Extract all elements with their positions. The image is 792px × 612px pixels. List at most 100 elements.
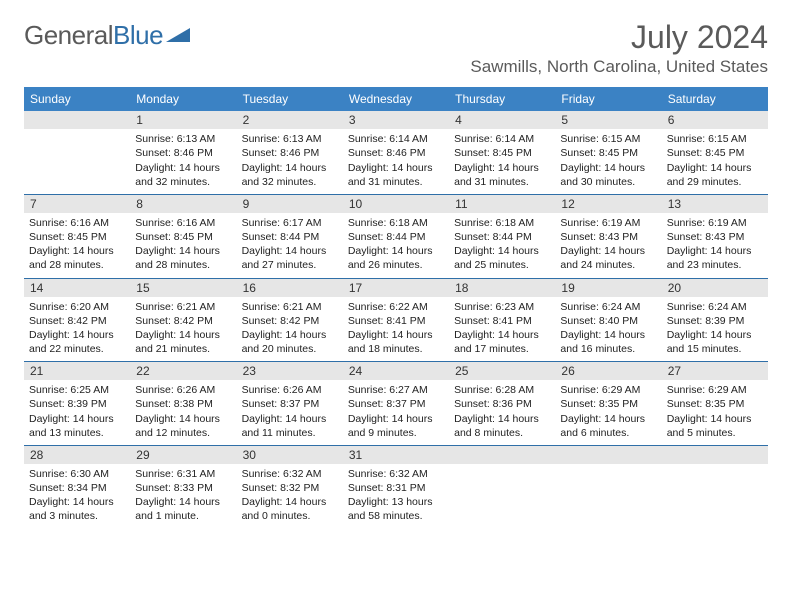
sun-info: Sunrise: 6:29 AMSunset: 8:35 PMDaylight:… [667,383,763,440]
sun-info-line: and 31 minutes. [454,175,550,189]
sun-info-line: Daylight: 14 hours [560,244,656,258]
calendar-cell: 19Sunrise: 6:24 AMSunset: 8:40 PMDayligh… [555,279,661,362]
calendar-cell: 4Sunrise: 6:14 AMSunset: 8:45 PMDaylight… [449,111,555,194]
day-number: 6 [662,111,768,129]
sun-info: Sunrise: 6:32 AMSunset: 8:32 PMDaylight:… [242,467,338,524]
sun-info-line: and 32 minutes. [135,175,231,189]
sun-info-line: Sunset: 8:42 PM [242,314,338,328]
sun-info-line: Sunset: 8:43 PM [560,230,656,244]
sun-info-line: Sunset: 8:46 PM [135,146,231,160]
sun-info-line: Sunrise: 6:14 AM [454,132,550,146]
sun-info-line: and 20 minutes. [242,342,338,356]
sun-info-line: and 17 minutes. [454,342,550,356]
sun-info-line: Sunrise: 6:15 AM [667,132,763,146]
sun-info-line: Sunset: 8:32 PM [242,481,338,495]
sun-info-line: Sunrise: 6:15 AM [560,132,656,146]
calendar-cell: 12Sunrise: 6:19 AMSunset: 8:43 PMDayligh… [555,195,661,278]
sun-info-line: and 9 minutes. [348,426,444,440]
day-number: . [555,446,661,464]
sun-info-line: and 21 minutes. [135,342,231,356]
day-number: 7 [24,195,130,213]
day-number: 2 [237,111,343,129]
day-number: 15 [130,279,236,297]
title-block: July 2024 Sawmills, North Carolina, Unit… [470,20,768,77]
sun-info-line: Daylight: 14 hours [560,412,656,426]
sun-info-line: Sunrise: 6:19 AM [560,216,656,230]
calendar-cell: 29Sunrise: 6:31 AMSunset: 8:33 PMDayligh… [130,446,236,529]
sun-info-line: Sunset: 8:31 PM [348,481,444,495]
sun-info-line: Daylight: 14 hours [667,328,763,342]
day-number: 26 [555,362,661,380]
sun-info-line: Daylight: 13 hours [348,495,444,509]
sun-info-line: Sunrise: 6:22 AM [348,300,444,314]
sun-info-line: Sunrise: 6:32 AM [348,467,444,481]
sun-info: Sunrise: 6:23 AMSunset: 8:41 PMDaylight:… [454,300,550,357]
day-number: 24 [343,362,449,380]
sun-info-line: Daylight: 14 hours [454,161,550,175]
day-number: 14 [24,279,130,297]
calendar-cell: 18Sunrise: 6:23 AMSunset: 8:41 PMDayligh… [449,279,555,362]
sun-info-line: Sunrise: 6:24 AM [667,300,763,314]
sun-info-line: Sunrise: 6:13 AM [135,132,231,146]
sun-info: Sunrise: 6:22 AMSunset: 8:41 PMDaylight:… [348,300,444,357]
sun-info-line: and 1 minute. [135,509,231,523]
sun-info-line: Sunset: 8:45 PM [29,230,125,244]
day-number: 22 [130,362,236,380]
sun-info-line: and 26 minutes. [348,258,444,272]
calendar-body: .1Sunrise: 6:13 AMSunset: 8:46 PMDayligh… [24,111,768,528]
sun-info-line: and 13 minutes. [29,426,125,440]
day-number: 9 [237,195,343,213]
calendar-cell: 2Sunrise: 6:13 AMSunset: 8:46 PMDaylight… [237,111,343,194]
sun-info: Sunrise: 6:28 AMSunset: 8:36 PMDaylight:… [454,383,550,440]
calendar-cell: 21Sunrise: 6:25 AMSunset: 8:39 PMDayligh… [24,362,130,445]
sun-info: Sunrise: 6:17 AMSunset: 8:44 PMDaylight:… [242,216,338,273]
sun-info-line: and 29 minutes. [667,175,763,189]
sun-info: Sunrise: 6:32 AMSunset: 8:31 PMDaylight:… [348,467,444,524]
day-header-cell: Friday [555,87,661,111]
sun-info-line: Daylight: 14 hours [135,495,231,509]
sun-info-line: and 12 minutes. [135,426,231,440]
sun-info-line: Daylight: 14 hours [454,412,550,426]
sun-info-line: Sunset: 8:44 PM [242,230,338,244]
sun-info-line: Sunset: 8:39 PM [667,314,763,328]
calendar-cell: 15 Sunrise: 6:21 AMSunset: 8:42 PMDayligh… [130,279,236,362]
sun-info-line: and 25 minutes. [454,258,550,272]
calendar-cell: 3Sunrise: 6:14 AMSunset: 8:46 PMDaylight… [343,111,449,194]
sun-info-line: Sunset: 8:42 PM [135,314,231,328]
sun-info-line: Sunset: 8:46 PM [242,146,338,160]
sun-info: Sunrise: 6:18 AMSunset: 8:44 PMDaylight:… [348,216,444,273]
day-number: 31 [343,446,449,464]
sun-info: Sunrise: 6:27 AMSunset: 8:37 PMDaylight:… [348,383,444,440]
sun-info-line: Daylight: 14 hours [29,244,125,258]
sun-info: Sunrise: 6:24 AMSunset: 8:40 PMDaylight:… [560,300,656,357]
sun-info-line: Sunrise: 6:24 AM [560,300,656,314]
calendar-cell: 24 Sunrise: 6:27 AMSunset: 8:37 PMDayligh… [343,362,449,445]
calendar-cell: 5Sunrise: 6:15 AMSunset: 8:45 PMDaylight… [555,111,661,194]
sun-info-line: Sunset: 8:36 PM [454,397,550,411]
sun-info: Sunrise: 6:14 AMSunset: 8:45 PMDaylight:… [454,132,550,189]
day-number: 23 [237,362,343,380]
day-header-cell: Saturday [662,87,768,111]
day-number: 17 [343,279,449,297]
sun-info-line: and 31 minutes. [348,175,444,189]
day-number: 29 [130,446,236,464]
sun-info-line: Daylight: 14 hours [242,161,338,175]
calendar-cell: 16Sunrise: 6:21 AMSunset: 8:42 PMDayligh… [237,279,343,362]
sun-info: Sunrise: 6:16 AMSunset: 8:45 PMDaylight:… [135,216,231,273]
sun-info-line: and 18 minutes. [348,342,444,356]
sun-info-line: Daylight: 14 hours [454,328,550,342]
sun-info-line: Sunrise: 6:16 AM [135,216,231,230]
calendar-cell: 17 Sunrise: 6:22 AMSunset: 8:41 PMDayligh… [343,279,449,362]
sun-info-line: Sunset: 8:41 PM [348,314,444,328]
calendar-cell: 6Sunrise: 6:15 AMSunset: 8:45 PMDaylight… [662,111,768,194]
sun-info: Sunrise: 6:15 AMSunset: 8:45 PMDaylight:… [560,132,656,189]
day-header-row: SundayMondayTuesdayWednesdayThursdayFrid… [24,87,768,111]
sun-info: Sunrise: 6:14 AMSunset: 8:46 PMDaylight:… [348,132,444,189]
sun-info-line: and 58 minutes. [348,509,444,523]
sun-info-line: Sunset: 8:45 PM [667,146,763,160]
sun-info-line: Sunset: 8:39 PM [29,397,125,411]
sun-info: Sunrise: 6:21 AMSunset: 8:42 PMDaylight:… [135,300,231,357]
sun-info: Sunrise: 6:16 AMSunset: 8:45 PMDaylight:… [29,216,125,273]
calendar-cell: 9 Sunrise: 6:17 AMSunset: 8:44 PMDaylight… [237,195,343,278]
sun-info-line: Sunset: 8:37 PM [348,397,444,411]
